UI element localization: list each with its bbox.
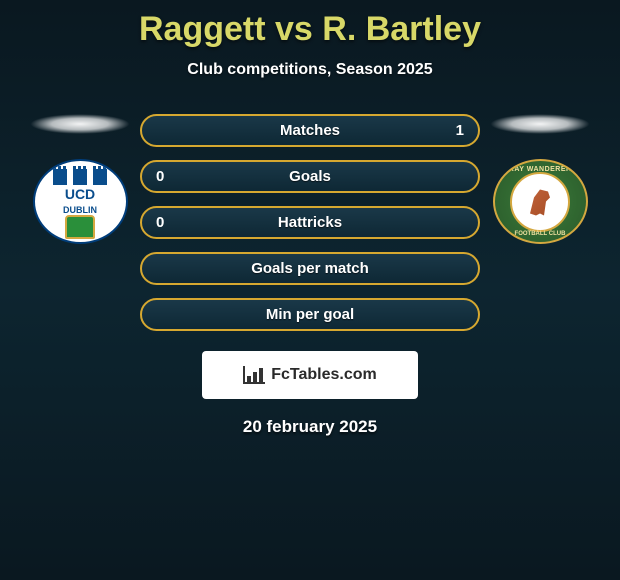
comparison-content: UCDDUBLIN Matches 1 0 Goals 0 Hattricks …	[0, 114, 620, 331]
bray-text-bottom: FOOTBALL CLUB	[515, 231, 566, 237]
stat-row-hattricks: 0 Hattricks	[140, 206, 480, 239]
stat-left-value: 0	[156, 168, 164, 185]
player-left-silhouette	[30, 114, 130, 134]
stat-label: Matches	[280, 122, 340, 139]
stat-row-goals: 0 Goals	[140, 160, 480, 193]
chart-icon	[243, 366, 265, 384]
stat-right-value: 1	[456, 122, 464, 139]
subtitle: Club competitions, Season 2025	[0, 61, 620, 79]
stat-label: Min per goal	[266, 306, 354, 323]
ucd-text: UCDDUBLIN	[63, 187, 97, 215]
stats-column: Matches 1 0 Goals 0 Hattricks Goals per …	[140, 114, 480, 331]
stat-label: Goals	[289, 168, 331, 185]
stat-label: Goals per match	[251, 260, 369, 277]
watermark-text: FcTables.com	[271, 366, 377, 384]
club-badge-right: BRAY WANDERERS FOOTBALL CLUB	[493, 159, 588, 244]
player-right-column: BRAY WANDERERS FOOTBALL CLUB	[480, 114, 600, 244]
player-left-column: UCDDUBLIN	[20, 114, 140, 244]
club-badge-left: UCDDUBLIN	[33, 159, 128, 244]
stat-row-goals-per-match: Goals per match	[140, 252, 480, 285]
comparison-title: Raggett vs R. Bartley	[0, 0, 620, 49]
stat-row-matches: Matches 1	[140, 114, 480, 147]
stat-left-value: 0	[156, 214, 164, 231]
stat-label: Hattricks	[278, 214, 342, 231]
stat-row-min-per-goal: Min per goal	[140, 298, 480, 331]
watermark[interactable]: FcTables.com	[202, 351, 418, 399]
player-right-silhouette	[490, 114, 590, 134]
date: 20 february 2025	[0, 417, 620, 437]
